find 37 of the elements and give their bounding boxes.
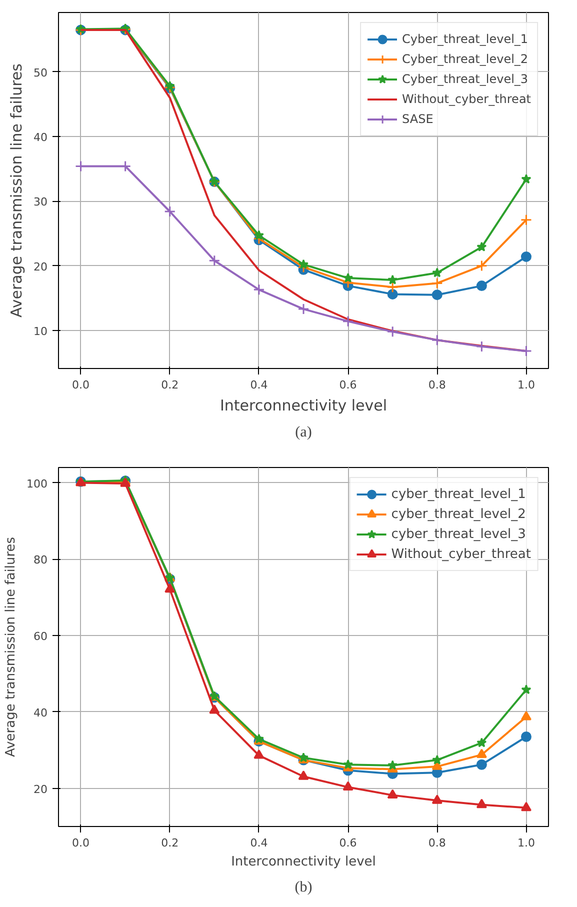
x-axis-title: Interconnectivity level [231, 854, 376, 870]
x-tick-label: 0.2 [161, 836, 179, 850]
x-tick-label: 0.6 [339, 836, 357, 850]
x-axis-title: Interconnectivity level [220, 396, 388, 414]
y-tick-label: 100 [26, 477, 48, 490]
x-tick-label: 0.8 [428, 836, 446, 850]
y-axis-title: Average transmission line failures [8, 63, 26, 318]
y-tick-label: 40 [34, 131, 48, 144]
x-tick-label: 1.0 [517, 836, 535, 850]
y-tick-label: 20 [34, 782, 48, 796]
text: (a) [295, 424, 312, 440]
legend-label: cyber_threat_level_3 [391, 526, 526, 542]
x-tick-label: 1.0 [517, 378, 535, 392]
text: (b) [294, 880, 312, 896]
x-tick-label: 0.8 [428, 378, 446, 392]
legend-label: cyber_threat_level_1 [391, 486, 526, 502]
x-tick-label: 0.0 [72, 836, 90, 850]
y-tick-label: 80 [34, 554, 48, 567]
x-tick-label: 0.2 [161, 378, 179, 392]
legend-label: Without_cyber_threat [402, 92, 531, 106]
legend-label: Without_cyber_threat [391, 546, 531, 562]
legend-label: Cyber_threat_level_1 [402, 32, 528, 46]
y-tick-label: 30 [34, 196, 48, 209]
legend-label: cyber_threat_level_2 [391, 506, 526, 522]
y-tick-label: 10 [34, 324, 48, 338]
y-axis-title: Average transmission line failures [4, 536, 19, 758]
legend-label: Cyber_threat_level_2 [402, 52, 528, 66]
y-tick-label: 20 [34, 260, 48, 274]
x-tick-label: 0.4 [250, 378, 268, 392]
y-tick-label: 60 [34, 630, 48, 644]
legend-label: SASE [402, 112, 434, 126]
y-tick-label: 50 [34, 66, 48, 80]
legend-label: Cyber_threat_level_3 [402, 72, 528, 86]
x-tick-label: 0.0 [72, 378, 90, 392]
x-tick-label: 0.4 [250, 836, 268, 850]
x-tick-label: 0.6 [339, 378, 357, 392]
y-tick-label: 40 [34, 706, 48, 720]
